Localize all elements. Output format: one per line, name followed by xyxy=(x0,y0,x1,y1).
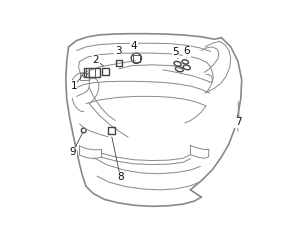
Text: 3: 3 xyxy=(115,46,121,56)
Text: 5: 5 xyxy=(172,47,179,57)
Text: 2: 2 xyxy=(93,55,99,65)
Text: 9: 9 xyxy=(69,147,76,157)
Text: 1: 1 xyxy=(70,81,77,91)
Text: 4: 4 xyxy=(131,41,137,51)
Text: 6: 6 xyxy=(183,46,190,56)
Text: 8: 8 xyxy=(117,172,124,182)
Text: 7: 7 xyxy=(235,117,242,127)
